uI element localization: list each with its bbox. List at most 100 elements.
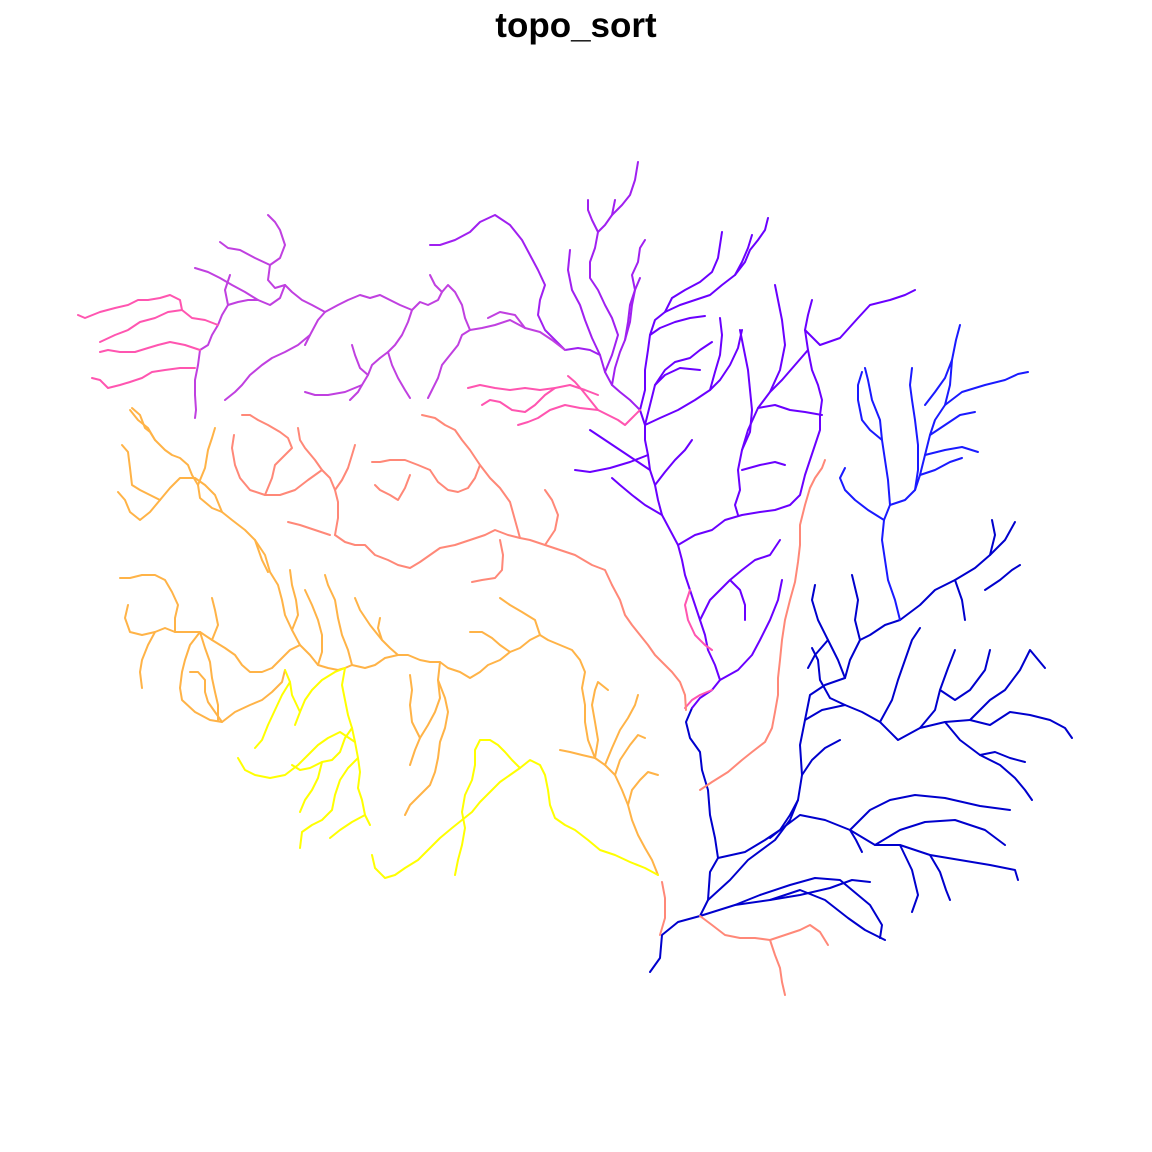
river-segment-salmon bbox=[372, 460, 430, 470]
river-segment-dark-blue bbox=[980, 752, 1025, 762]
river-segment-pink bbox=[92, 368, 195, 388]
river-segment-violet bbox=[770, 285, 785, 392]
river-segment-dark-blue bbox=[708, 705, 970, 900]
river-segment-orange bbox=[180, 632, 285, 722]
river-segment-orange bbox=[140, 632, 155, 688]
river-segment-salmon bbox=[335, 445, 355, 490]
river-segment-orange bbox=[410, 662, 440, 765]
river-segment-magenta bbox=[225, 335, 310, 400]
river-segment-salmon bbox=[612, 585, 686, 710]
river-segment-violet bbox=[805, 290, 915, 345]
river-segment-blue bbox=[910, 368, 918, 490]
river-segment-orange bbox=[290, 570, 298, 630]
river-segment-orange bbox=[355, 598, 382, 640]
river-segment-magenta bbox=[388, 352, 410, 398]
river-segment-dark-blue bbox=[812, 585, 845, 678]
river-segment-blue bbox=[840, 468, 884, 520]
river-segment-dark-blue bbox=[812, 648, 845, 705]
river-segment-yellow bbox=[455, 740, 520, 875]
river-segment-dark-blue bbox=[920, 650, 955, 728]
river-segment-violet bbox=[740, 330, 752, 450]
river-segment-blue bbox=[945, 372, 1028, 405]
river-segment-magenta bbox=[428, 320, 565, 398]
river-segment-yellow bbox=[330, 815, 365, 838]
river-segment-yellow bbox=[285, 670, 300, 712]
river-segment-magenta bbox=[350, 358, 380, 400]
river-segment-purple bbox=[612, 162, 638, 215]
river-segment-salmon bbox=[660, 882, 665, 935]
river-segment-orange bbox=[325, 575, 352, 665]
river-segment-dark-blue bbox=[900, 845, 918, 912]
river-segment-blue bbox=[920, 458, 962, 475]
river-segment-violet bbox=[645, 342, 712, 425]
river-segment-salmon bbox=[700, 916, 785, 995]
river-segment-violet bbox=[650, 316, 705, 335]
river-segment-dark-blue bbox=[850, 795, 1010, 830]
river-segment-salmon bbox=[422, 415, 520, 538]
river-segment-dark-blue bbox=[900, 520, 995, 620]
river-segment-orange bbox=[615, 735, 645, 775]
river-segment-yellow bbox=[372, 760, 658, 878]
river-segment-orange bbox=[605, 695, 638, 765]
river-segment-violet bbox=[575, 455, 648, 472]
river-segment-salmon bbox=[288, 522, 330, 535]
river-segment-orange bbox=[500, 598, 595, 758]
river-segment-dark-blue bbox=[880, 628, 920, 722]
river-segment-violet bbox=[720, 580, 782, 680]
river-segment-orange bbox=[560, 750, 658, 875]
river-segment-pink bbox=[100, 310, 182, 342]
river-segment-violet bbox=[655, 440, 692, 485]
river-segment-salmon bbox=[298, 428, 338, 535]
river-segment-orange bbox=[212, 598, 218, 640]
river-segment-violet bbox=[758, 405, 822, 415]
river-segment-dark-blue bbox=[735, 878, 882, 938]
river-segment-pink bbox=[482, 388, 555, 412]
river-segment-orange bbox=[122, 445, 160, 500]
river-segment-magenta bbox=[305, 385, 362, 395]
river-segment-orange bbox=[592, 682, 608, 758]
river-segment-yellow bbox=[300, 758, 358, 848]
river-segment-violet bbox=[735, 350, 808, 515]
river-segment-orange bbox=[120, 575, 178, 632]
river-segment-magenta bbox=[268, 215, 285, 288]
river-segment-dark-blue bbox=[718, 815, 1018, 880]
river-segment-salmon bbox=[545, 490, 558, 545]
river-segment-dark-blue bbox=[875, 820, 1005, 845]
river-segment-salmon bbox=[770, 925, 828, 945]
river-segment-orange bbox=[378, 618, 510, 678]
river-segment-salmon bbox=[335, 530, 612, 585]
river-segment-magenta bbox=[225, 275, 230, 305]
river-segment-dark-blue bbox=[802, 740, 840, 775]
river-segment-orange bbox=[470, 632, 540, 652]
river-segment-purple bbox=[430, 215, 600, 355]
river-segment-violet bbox=[735, 235, 752, 275]
river-segment-salmon bbox=[472, 540, 503, 582]
river-segment-magenta bbox=[430, 275, 442, 292]
river-segment-blue bbox=[930, 412, 975, 435]
river-segment-pink bbox=[100, 342, 200, 352]
river-segment-violet bbox=[742, 462, 785, 470]
river-segment-blue bbox=[925, 447, 978, 455]
river-segment-salmon bbox=[232, 435, 322, 495]
river-segment-dark-blue bbox=[985, 565, 1020, 590]
river-segment-blue bbox=[925, 360, 952, 405]
river-segment-dark-blue bbox=[970, 650, 1045, 720]
river-segment-magenta bbox=[305, 295, 412, 345]
river-segment-purple bbox=[588, 200, 598, 232]
river-segment-dark-blue bbox=[955, 580, 965, 620]
river-segment-orange bbox=[118, 478, 222, 520]
river-segment-salmon bbox=[700, 460, 825, 790]
river-segment-violet bbox=[700, 540, 780, 620]
river-segment-salmon bbox=[242, 415, 292, 495]
river-segment-blue bbox=[858, 372, 882, 440]
river-segment-dark-blue bbox=[970, 712, 1072, 738]
river-segment-orange bbox=[410, 675, 420, 738]
river-segment-magenta bbox=[195, 285, 285, 418]
river-segment-magenta bbox=[352, 345, 368, 375]
river-segment-dark-blue bbox=[940, 650, 990, 700]
river-segment-violet bbox=[730, 580, 745, 620]
river-segment-orange bbox=[130, 410, 155, 440]
river-segment-orange bbox=[190, 672, 222, 722]
river-segment-dark-blue bbox=[852, 575, 860, 640]
river-segment-salmon bbox=[430, 465, 480, 492]
